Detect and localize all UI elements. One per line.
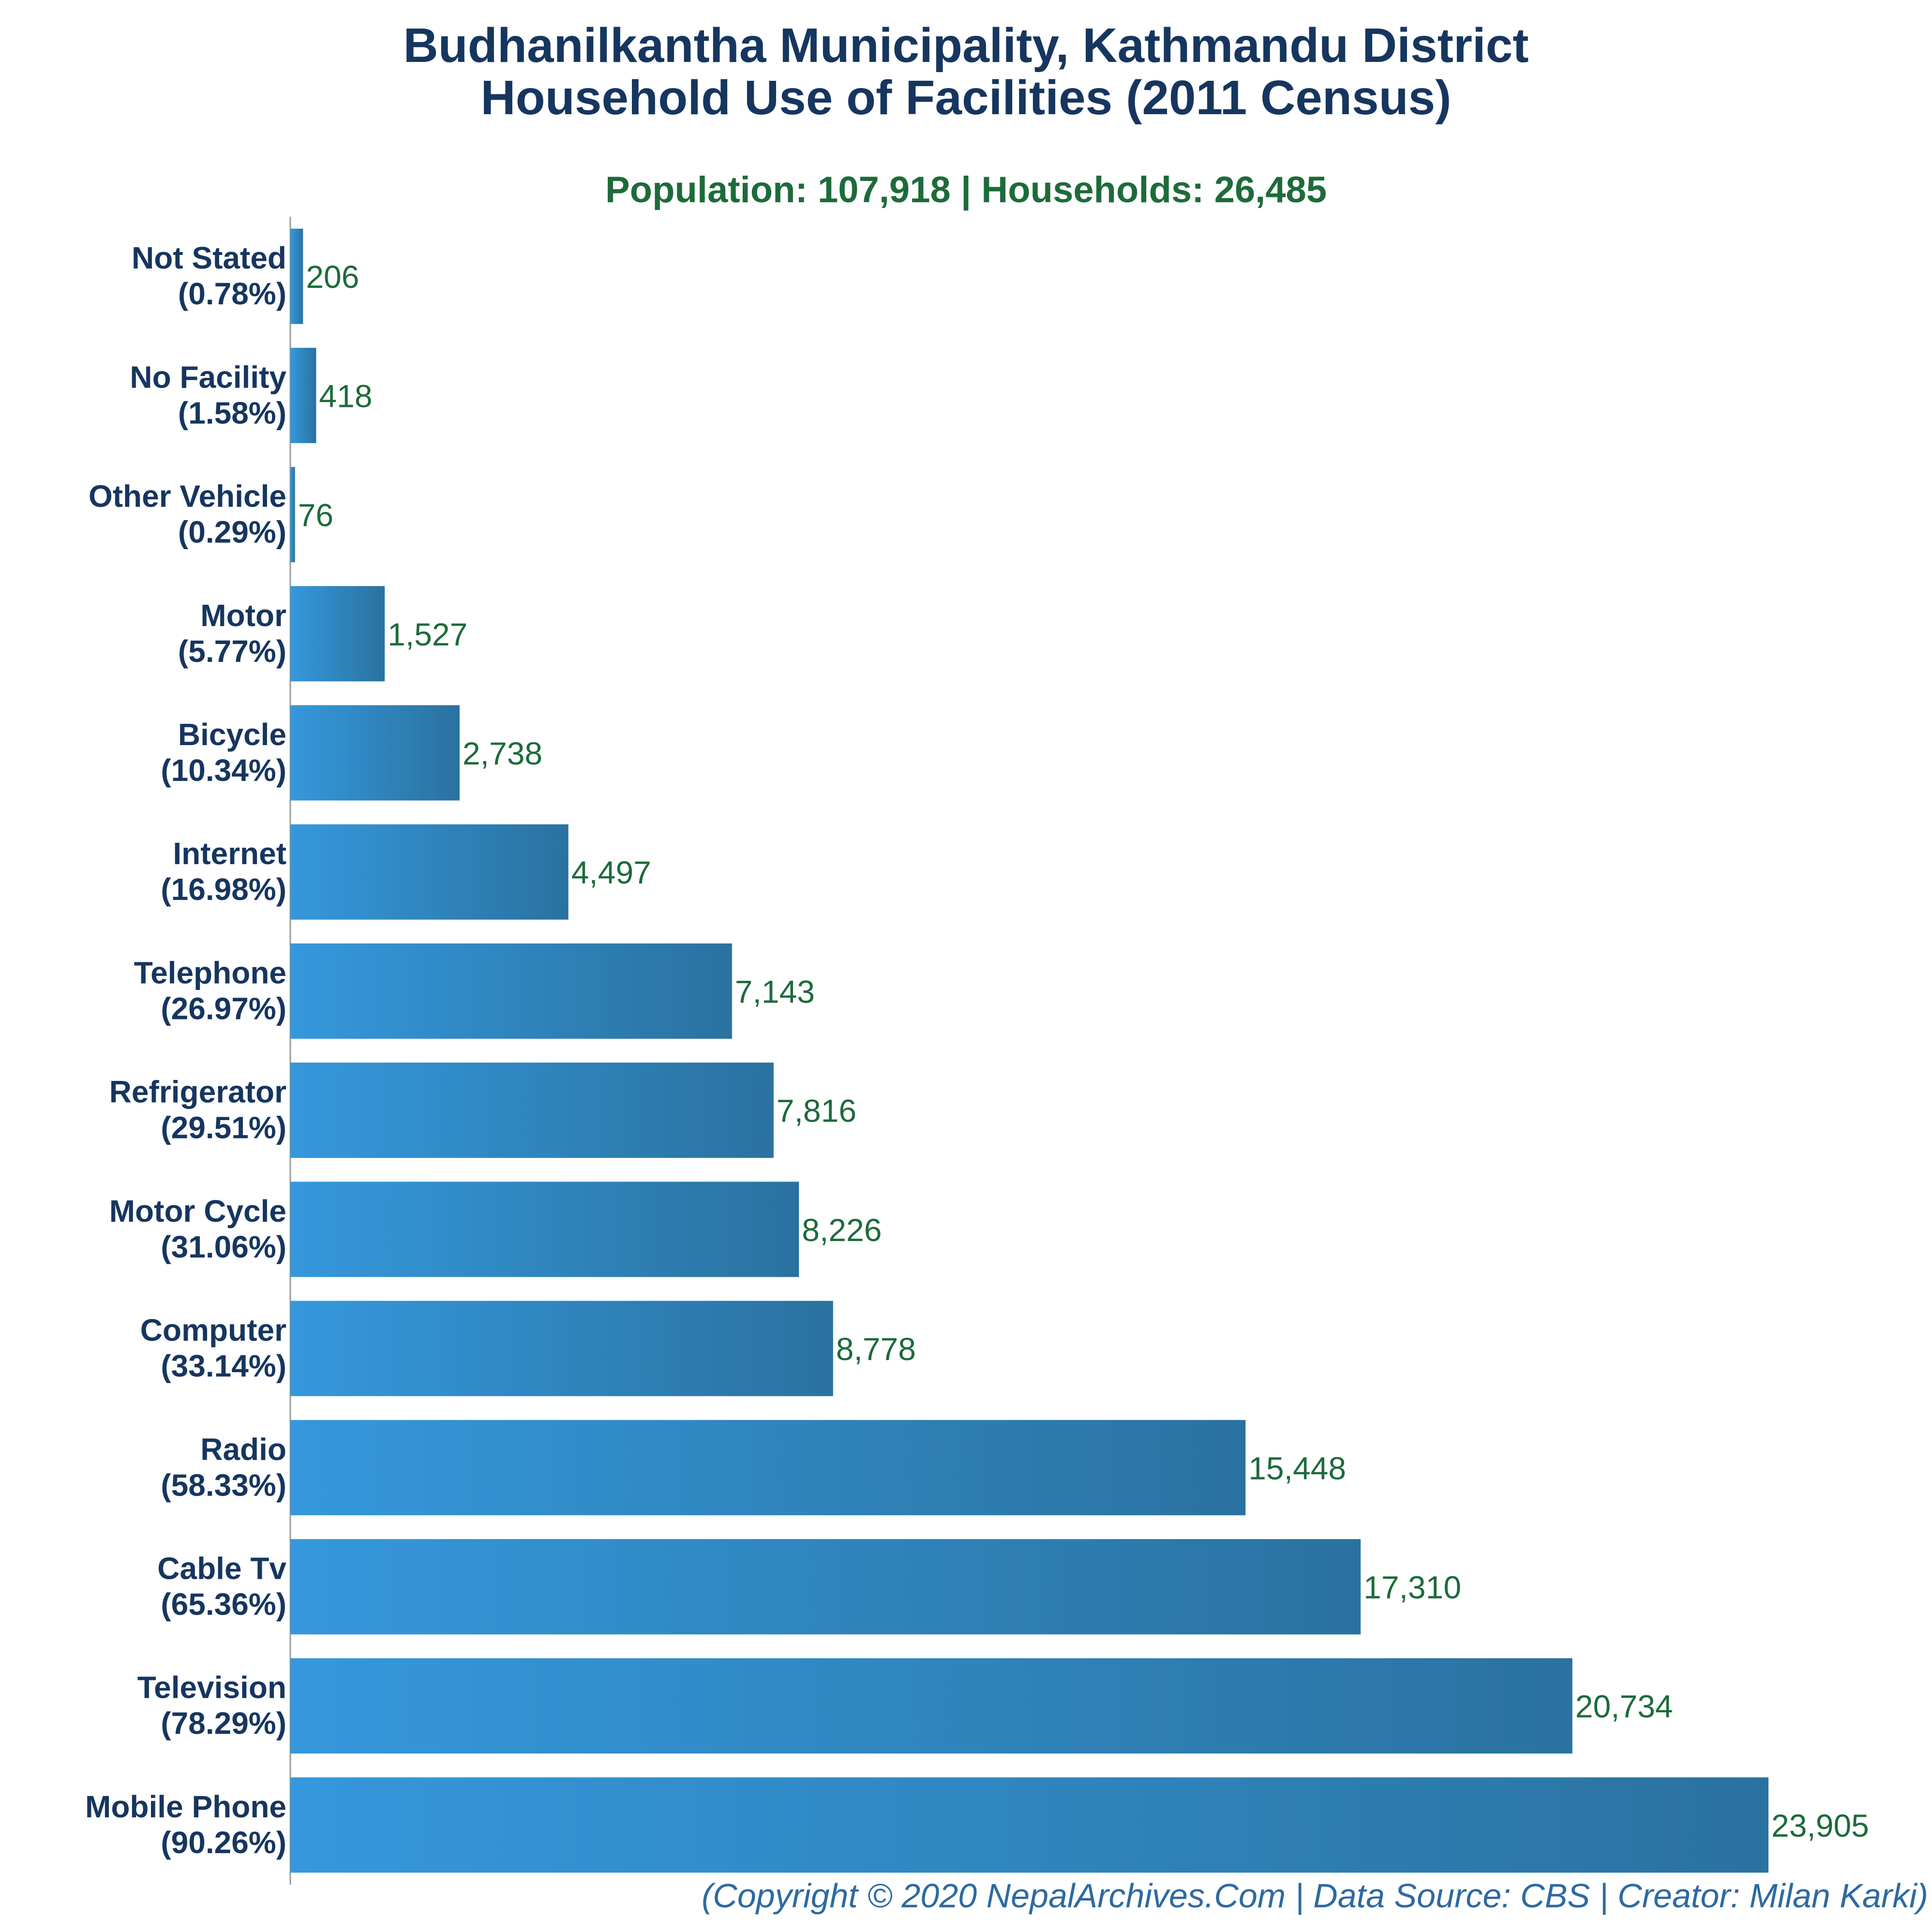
category-label: Cable Tv (65.36%): [157, 1551, 286, 1621]
category-percent: (10.34%): [161, 753, 286, 788]
bar-bicycle: [290, 705, 460, 801]
bar-value-label: 8,226: [802, 1212, 882, 1248]
bar-value-label: 76: [298, 497, 333, 533]
category-percent: (31.06%): [161, 1229, 286, 1264]
category-name: Radio: [200, 1432, 286, 1467]
category-name: Bicycle: [178, 717, 286, 752]
bar-radio: [290, 1420, 1246, 1515]
category-name: Internet: [173, 836, 286, 871]
category-percent: (26.97%): [161, 991, 286, 1026]
bar-value-label: 7,816: [777, 1093, 856, 1129]
category-label: Other Vehicle (0.29%): [89, 479, 286, 550]
bar-not-stated: [290, 228, 303, 324]
category-name: Cable Tv: [157, 1551, 286, 1586]
category-percent: (65.36%): [161, 1587, 286, 1621]
category-percent: (58.33%): [161, 1468, 286, 1502]
bar-other-vehicle: [290, 467, 295, 563]
bars-group: 206 Not Stated (0.78%) 418 No Facility (1.58%…: [85, 228, 1869, 1873]
category-name: Television: [137, 1670, 286, 1705]
category-name: No Facility: [130, 359, 286, 394]
bar-telephone: [290, 943, 732, 1039]
category-label: Internet (16.98%): [161, 836, 286, 907]
category-name: Other Vehicle: [89, 479, 286, 514]
bar-computer: [290, 1301, 833, 1396]
bar-television: [290, 1658, 1573, 1754]
bar-motor-cycle: [290, 1182, 799, 1277]
category-percent: (0.29%): [178, 515, 286, 550]
bar-value-label: 15,448: [1248, 1450, 1346, 1486]
category-percent: (5.77%): [178, 634, 286, 669]
category-label: Motor (5.77%): [178, 598, 286, 669]
category-label: No Facility (1.58%): [130, 359, 286, 430]
category-percent: (29.51%): [161, 1110, 286, 1145]
category-percent: (0.78%): [178, 276, 286, 311]
bar-value-label: 1,527: [388, 616, 467, 652]
bar-value-label: 23,905: [1771, 1808, 1869, 1843]
category-label: Television (78.29%): [137, 1670, 286, 1741]
category-label: Radio (58.33%): [161, 1432, 286, 1502]
category-percent: (90.26%): [161, 1825, 286, 1860]
bar-value-label: 206: [306, 259, 359, 295]
bar-value-label: 4,497: [571, 854, 651, 890]
category-name: Telephone: [134, 955, 286, 990]
category-label: Telephone (26.97%): [134, 955, 286, 1026]
category-name: Mobile Phone: [85, 1789, 286, 1824]
category-name: Computer: [140, 1313, 286, 1348]
category-name: Refrigerator: [109, 1075, 286, 1109]
category-label: Motor Cycle (31.06%): [109, 1194, 286, 1264]
bar-value-label: 20,734: [1575, 1689, 1673, 1724]
bar-mobile-phone: [290, 1777, 1768, 1873]
category-name: Motor Cycle: [109, 1194, 286, 1228]
chart-subtitle: Population: 107,918 | Households: 26,485: [605, 169, 1327, 210]
bar-value-label: 418: [319, 378, 372, 414]
category-label: Refrigerator (29.51%): [109, 1075, 286, 1145]
bar-value-label: 2,738: [463, 735, 542, 771]
category-label: Not Stated (0.78%): [132, 240, 286, 311]
category-percent: (78.29%): [161, 1706, 286, 1741]
bar-refrigerator: [290, 1063, 774, 1158]
category-percent: (33.14%): [161, 1348, 286, 1383]
bar-no-facility: [290, 347, 316, 443]
category-label: Mobile Phone (90.26%): [85, 1789, 286, 1860]
category-name: Not Stated: [132, 240, 286, 275]
chart-title-line-1: Budhanilkantha Municipality, Kathmandu D…: [403, 18, 1529, 73]
bar-value-label: 8,778: [836, 1331, 916, 1367]
category-label: Bicycle (10.34%): [161, 717, 286, 788]
bar-value-label: 17,310: [1363, 1569, 1461, 1605]
bar-internet: [290, 824, 569, 920]
footer-credit: (Copyright © 2020 NepalArchives.Com | Da…: [701, 1877, 1928, 1915]
category-percent: (1.58%): [178, 395, 286, 430]
bar-motor: [290, 586, 385, 682]
bar-cable-tv: [290, 1539, 1361, 1634]
category-name: Motor: [200, 598, 286, 633]
bar-value-label: 7,143: [735, 973, 815, 1009]
category-percent: (16.98%): [161, 872, 286, 907]
category-label: Computer (33.14%): [140, 1313, 286, 1383]
chart-title-line-2: Household Use of Facilities (2011 Census…: [480, 71, 1452, 125]
